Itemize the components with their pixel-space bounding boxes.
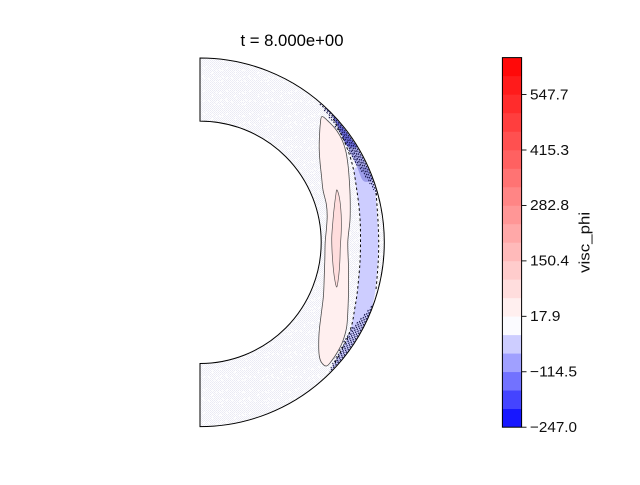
svg-text:−247.0: −247.0 [530,420,577,436]
svg-text:282.8: 282.8 [530,198,569,214]
svg-text:415.3: 415.3 [530,143,569,159]
svg-text:17.9: 17.9 [530,309,561,325]
svg-text:t = 8.000e+00: t = 8.000e+00 [240,31,343,50]
svg-text:150.4: 150.4 [530,254,569,270]
svg-text:−114.5: −114.5 [530,365,577,381]
svg-text:547.7: 547.7 [530,87,569,103]
svg-text:visc_phi: visc_phi [578,212,594,273]
